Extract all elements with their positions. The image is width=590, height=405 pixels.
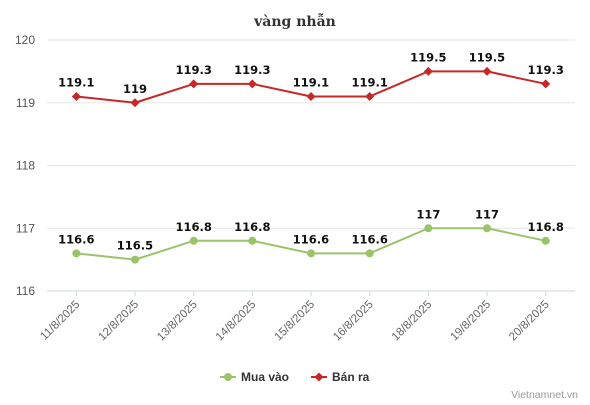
series-2-point xyxy=(71,91,81,101)
y-axis: 116 117 118 119 120 xyxy=(15,33,35,298)
x-tick-label: 12/8/2025 xyxy=(96,299,141,344)
y-tick-label: 116 xyxy=(16,284,35,298)
series-1-point xyxy=(365,249,374,258)
series-1-data-label: 116.8 xyxy=(175,220,211,234)
legend: Mua vào Bán ra xyxy=(220,370,370,384)
series-1-data-label: 116.6 xyxy=(351,232,387,246)
series-2-point xyxy=(482,66,492,76)
series-2-point xyxy=(189,79,199,89)
series-1-point xyxy=(131,255,139,264)
series-2-data-label: 119.5 xyxy=(469,50,505,64)
series-1-data-label: 117 xyxy=(475,207,499,221)
x-tick-label: 19/8/2025 xyxy=(448,299,493,344)
series-2-data-label: 119.1 xyxy=(351,75,387,89)
series-2-point xyxy=(306,91,316,101)
series-1-point xyxy=(424,224,433,233)
legend-item-1-marker xyxy=(224,373,232,381)
x-tick-label: 11/8/2025 xyxy=(38,299,82,343)
series-1-point xyxy=(248,236,257,245)
series-2-point xyxy=(541,79,551,89)
source-credit: Vietnamnet.vn xyxy=(511,389,578,401)
y-tick-label: 119 xyxy=(16,96,35,110)
x-tick-label: 14/8/2025 xyxy=(214,299,259,344)
y-tick-label: 118 xyxy=(16,159,35,173)
series-1-data-label: 117 xyxy=(416,207,440,221)
series-1-point xyxy=(307,249,315,258)
x-tick-label: 15/8/2025 xyxy=(272,299,317,344)
series-2-point xyxy=(130,98,140,108)
series-2-data-label: 119.3 xyxy=(234,63,270,77)
series-1-data-label: 116.8 xyxy=(527,220,563,234)
legend-item-1-label: Mua vào xyxy=(241,370,289,384)
series-2-point xyxy=(365,91,375,101)
series-2-data-label: 119.3 xyxy=(175,63,211,77)
chart-title: vàng nhẫn xyxy=(253,12,336,30)
x-tick-label: 13/8/2025 xyxy=(155,299,200,344)
series-1-point xyxy=(189,236,198,245)
series-1-data-label: 116.5 xyxy=(117,239,153,253)
series-layer: 116.6 116.5 116.8 116.8 116.6 116.6 117 117 116.… xyxy=(58,50,564,264)
series-2-point xyxy=(423,66,433,76)
series-2-data-label: 119.1 xyxy=(58,75,94,89)
legend-item-1: Mua vào xyxy=(220,370,289,384)
series-2-point xyxy=(247,79,257,89)
x-tick-label: 18/8/2025 xyxy=(390,299,435,344)
legend-item-2-marker xyxy=(314,372,324,382)
y-tick-label: 117 xyxy=(16,221,35,235)
series-1-point xyxy=(541,236,550,245)
legend-item-2-label: Bán ra xyxy=(332,370,370,384)
legend-item-2: Bán ra xyxy=(311,370,370,384)
x-axis: 11/8/2025 12/8/2025 13/8/2025 14/8/2025 15/8… xyxy=(38,291,552,344)
series-2-data-label: 119.3 xyxy=(527,63,563,77)
series-1-data-label: 116.6 xyxy=(293,232,329,246)
series-1-point xyxy=(72,249,81,258)
series-1-data-label: 116.6 xyxy=(58,232,94,246)
series-2-data-label: 119.5 xyxy=(410,50,446,64)
series-2-data-label: 119.1 xyxy=(293,75,329,89)
series-1-data-label: 116.8 xyxy=(234,220,270,234)
series-1-point xyxy=(483,224,491,233)
x-tick-label: 20/8/2025 xyxy=(507,299,552,344)
y-tick-label: 120 xyxy=(15,33,35,47)
series-2-data-label: 119 xyxy=(123,82,147,96)
x-tick-label: 16/8/2025 xyxy=(331,299,376,344)
